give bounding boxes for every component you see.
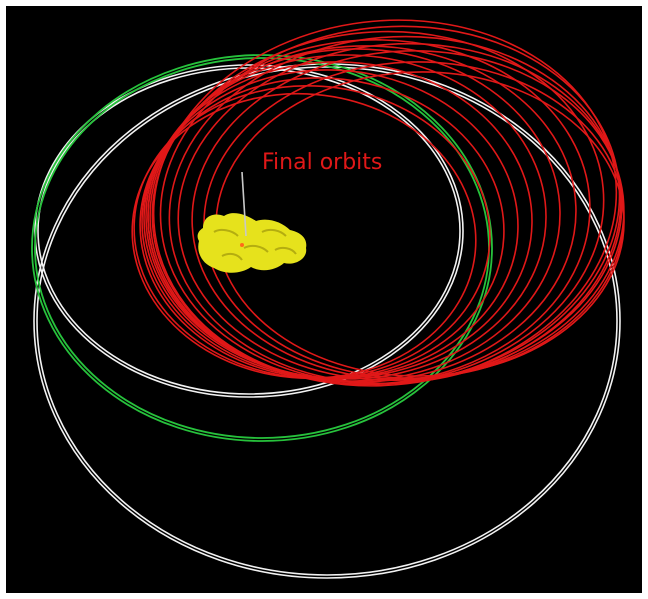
final-orbits-label: Final orbits (262, 150, 382, 175)
comet-shading (213, 228, 297, 261)
comet-core-marker (240, 243, 244, 247)
annotation-pointer (241, 171, 247, 237)
final-orbit-4 (152, 19, 618, 387)
comet-body (197, 213, 307, 273)
final-orbit-9 (145, 54, 547, 380)
final-orbit-8 (147, 48, 561, 382)
white-orbit-large-inner (36, 66, 618, 576)
final-orbits (131, 19, 625, 387)
black-background (6, 6, 642, 593)
final-orbit-17 (131, 92, 477, 380)
final-orbit-6 (149, 39, 591, 385)
comet (197, 213, 307, 273)
